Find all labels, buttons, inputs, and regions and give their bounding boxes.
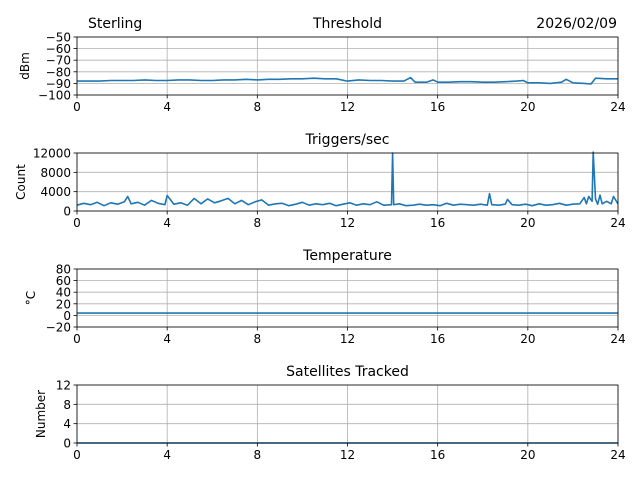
y-tick-label: 0 xyxy=(63,437,71,451)
y-axis-label: dBm xyxy=(18,52,32,80)
x-tick-label: 16 xyxy=(430,100,445,114)
y-axis-label: °C xyxy=(24,291,38,305)
x-tick-label: 0 xyxy=(73,216,81,230)
y-tick-label: −80 xyxy=(46,65,71,79)
y-tick-label: −90 xyxy=(46,77,71,91)
x-tick-label: 0 xyxy=(73,100,81,114)
y-tick-label: 4 xyxy=(63,417,71,431)
x-tick-label: 4 xyxy=(163,332,171,346)
y-tick-label: 12 xyxy=(56,379,71,393)
x-tick-label: 24 xyxy=(610,216,625,230)
y-tick-label: −50 xyxy=(46,31,71,45)
y-tick-label: −60 xyxy=(46,42,71,56)
y-tick-label: 0 xyxy=(63,205,71,219)
panel-title: Threshold xyxy=(312,16,382,32)
x-tick-label: 12 xyxy=(340,100,355,114)
x-tick-label: 16 xyxy=(430,216,445,230)
x-tick-label: 0 xyxy=(73,332,81,346)
x-tick-label: 8 xyxy=(254,448,262,462)
y-axis-label: Count xyxy=(14,164,28,200)
date-label: 2026/02/09 xyxy=(536,16,617,32)
y-tick-label: −70 xyxy=(46,54,71,68)
y-tick-label: 20 xyxy=(56,297,71,311)
y-tick-label: 4000 xyxy=(40,185,71,199)
x-tick-label: 12 xyxy=(340,216,355,230)
x-tick-label: 24 xyxy=(610,100,625,114)
y-tick-label: 8 xyxy=(63,398,71,412)
x-tick-label: 0 xyxy=(73,448,81,462)
x-tick-label: 16 xyxy=(430,448,445,462)
x-tick-label: 20 xyxy=(520,332,535,346)
x-tick-label: 20 xyxy=(520,100,535,114)
x-tick-label: 24 xyxy=(610,332,625,346)
y-tick-label: 8000 xyxy=(40,166,71,180)
y-tick-label: −100 xyxy=(38,89,71,103)
panel-threshold: 0 4 8 12 16 20 24 −100−90−80−70−60−50 Threshold d… xyxy=(18,16,626,114)
x-tick-label: 4 xyxy=(163,448,171,462)
panel-title: Triggers/sec xyxy=(305,132,390,148)
y-tick-label: 0 xyxy=(63,309,71,323)
panel-title: Temperature xyxy=(302,248,392,264)
x-tick-label: 8 xyxy=(254,216,262,230)
x-tick-label: 8 xyxy=(254,100,262,114)
x-tick-label: 24 xyxy=(610,448,625,462)
y-tick-label: 60 xyxy=(56,274,71,288)
x-tick-label: 8 xyxy=(254,332,262,346)
series-line xyxy=(76,151,619,207)
y-axis-label: Number xyxy=(34,390,48,438)
x-tick-label: 20 xyxy=(520,216,535,230)
x-tick-label: 12 xyxy=(340,332,355,346)
x-tick-label: 16 xyxy=(430,332,445,346)
x-tick-label: 20 xyxy=(520,448,535,462)
series-line xyxy=(77,76,618,85)
panel-triggers-sec: 0 4 8 12 16 20 24 0 4000 8000 12000 Triggers/sec Cou… xyxy=(14,132,626,230)
panel-title: Satellites Tracked xyxy=(286,364,409,380)
x-tick-label: 12 xyxy=(340,448,355,462)
y-tick-label: 12000 xyxy=(33,147,71,161)
station-label: Sterling xyxy=(88,16,142,32)
panel-satellites-tracked: 0 4 8 12 16 20 24 0 4 8 12 Satellites Tracked Number xyxy=(34,364,626,462)
y-tick-label: −20 xyxy=(46,321,71,335)
y-tick-label: 80 xyxy=(56,263,71,277)
x-tick-label: 4 xyxy=(163,100,171,114)
x-tick-label: 4 xyxy=(163,216,171,230)
y-tick-label: 40 xyxy=(56,286,71,300)
